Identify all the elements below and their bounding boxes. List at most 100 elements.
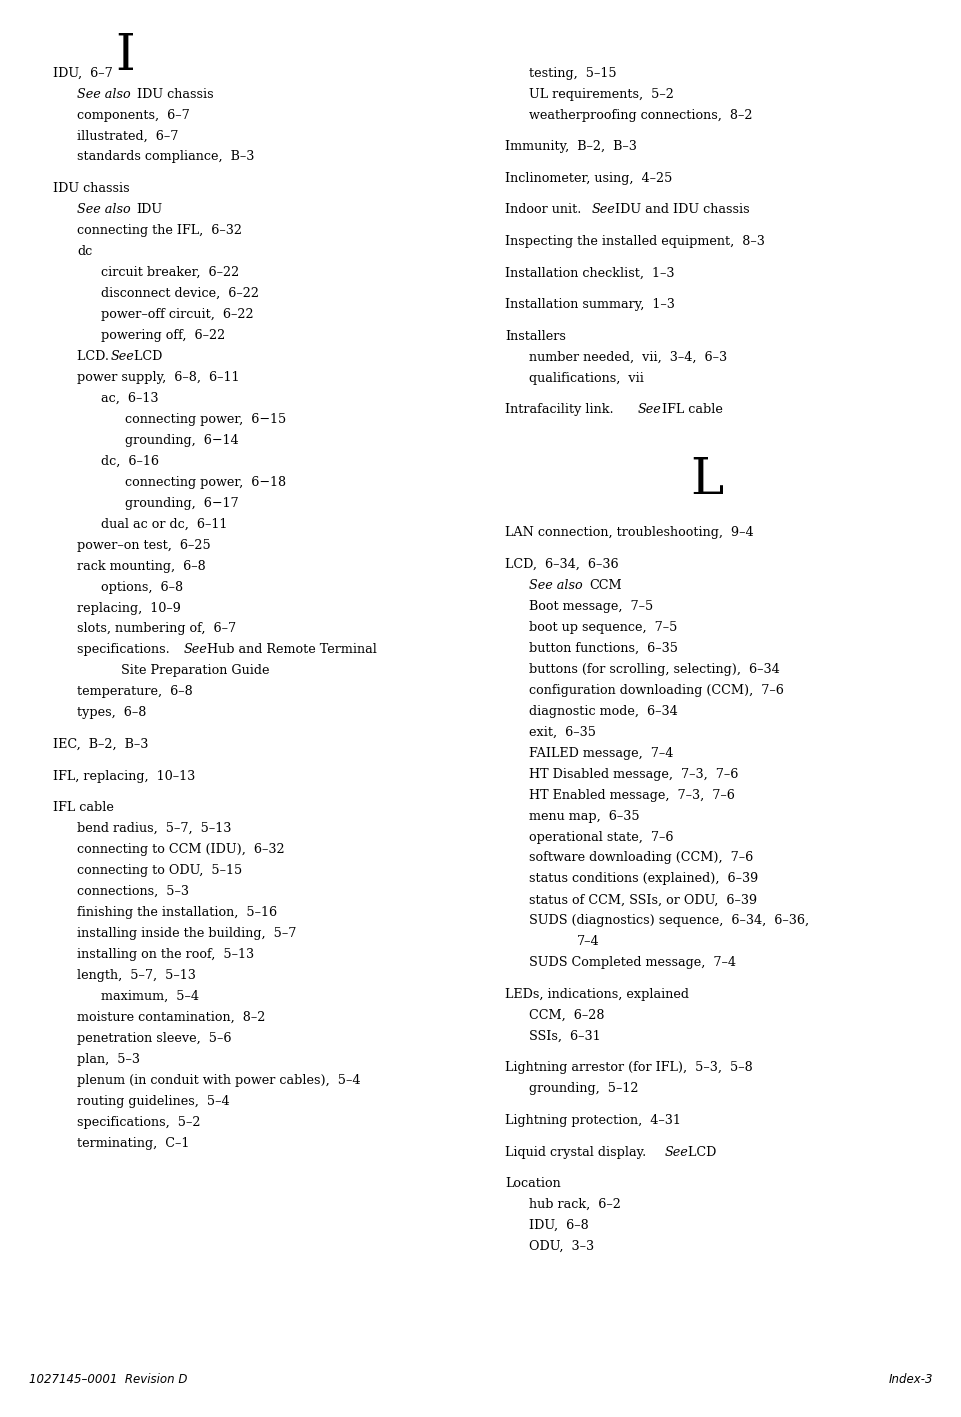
Text: boot up sequence,  7–5: boot up sequence, 7–5 — [529, 621, 677, 633]
Text: CCM: CCM — [588, 580, 621, 592]
Text: Lightning protection,  4–31: Lightning protection, 4–31 — [505, 1114, 680, 1127]
Text: testing,  5–15: testing, 5–15 — [529, 67, 616, 79]
Text: qualifications,  vii: qualifications, vii — [529, 371, 643, 384]
Text: Installers: Installers — [505, 330, 565, 343]
Text: UL requirements,  5–2: UL requirements, 5–2 — [529, 88, 674, 101]
Text: IFL cable: IFL cable — [657, 404, 722, 417]
Text: routing guidelines,  5–4: routing guidelines, 5–4 — [77, 1095, 230, 1108]
Text: illustrated,  6–7: illustrated, 6–7 — [77, 129, 178, 143]
Text: L: L — [690, 455, 723, 504]
Text: hub rack,  6–2: hub rack, 6–2 — [529, 1199, 621, 1212]
Text: installing inside the building,  5–7: installing inside the building, 5–7 — [77, 927, 296, 939]
Text: moisture contamination,  8–2: moisture contamination, 8–2 — [77, 1010, 265, 1024]
Text: operational state,  7–6: operational state, 7–6 — [529, 830, 673, 843]
Text: maximum,  5–4: maximum, 5–4 — [101, 990, 199, 1003]
Text: button functions,  6–35: button functions, 6–35 — [529, 642, 678, 655]
Text: Boot message,  7–5: Boot message, 7–5 — [529, 599, 653, 612]
Text: LCD.: LCD. — [77, 350, 112, 363]
Text: specifications.: specifications. — [77, 643, 174, 656]
Text: LCD: LCD — [683, 1146, 716, 1159]
Text: Installation summary,  1–3: Installation summary, 1–3 — [505, 298, 675, 312]
Text: connecting to ODU,  5–15: connecting to ODU, 5–15 — [77, 864, 242, 877]
Text: terminating,  C–1: terminating, C–1 — [77, 1136, 189, 1149]
Text: LAN connection, troubleshooting,  9–4: LAN connection, troubleshooting, 9–4 — [505, 526, 752, 540]
Text: number needed,  vii,  3–4,  6–3: number needed, vii, 3–4, 6–3 — [529, 351, 727, 364]
Text: Inclinometer, using,  4–25: Inclinometer, using, 4–25 — [505, 171, 672, 184]
Text: See also: See also — [77, 88, 135, 101]
Text: See: See — [184, 643, 207, 656]
Text: Intrafacility link.: Intrafacility link. — [505, 404, 617, 417]
Text: grounding,  6−14: grounding, 6−14 — [125, 434, 238, 446]
Text: FAILED message,  7–4: FAILED message, 7–4 — [529, 747, 673, 760]
Text: dc,  6–16: dc, 6–16 — [101, 455, 159, 468]
Text: dc: dc — [77, 245, 92, 258]
Text: CCM,  6–28: CCM, 6–28 — [529, 1009, 604, 1022]
Text: Immunity,  B–2,  B–3: Immunity, B–2, B–3 — [505, 140, 636, 153]
Text: SUDS (diagnostics) sequence,  6–34,  6–36,: SUDS (diagnostics) sequence, 6–34, 6–36, — [529, 914, 808, 927]
Text: IDU,  6–7: IDU, 6–7 — [53, 67, 112, 79]
Text: dual ac or dc,  6–11: dual ac or dc, 6–11 — [101, 517, 227, 530]
Text: connecting power,  6−15: connecting power, 6−15 — [125, 412, 286, 425]
Text: LEDs, indications, explained: LEDs, indications, explained — [505, 988, 688, 1000]
Text: See also: See also — [77, 203, 135, 215]
Text: 7–4: 7–4 — [577, 935, 600, 948]
Text: connecting to CCM (IDU),  6–32: connecting to CCM (IDU), 6–32 — [77, 843, 284, 856]
Text: temperature,  6–8: temperature, 6–8 — [77, 686, 192, 699]
Text: Location: Location — [505, 1178, 560, 1190]
Text: Hub and Remote Terminal: Hub and Remote Terminal — [203, 643, 377, 656]
Text: connections,  5–3: connections, 5–3 — [77, 886, 188, 898]
Text: IDU and IDU chassis: IDU and IDU chassis — [611, 204, 750, 217]
Text: specifications,  5–2: specifications, 5–2 — [77, 1115, 200, 1129]
Text: See: See — [637, 404, 661, 417]
Text: See: See — [664, 1146, 687, 1159]
Text: power–off circuit,  6–22: power–off circuit, 6–22 — [101, 307, 254, 320]
Text: See also: See also — [529, 580, 586, 592]
Text: Liquid crystal display.: Liquid crystal display. — [505, 1146, 650, 1159]
Text: LCD: LCD — [130, 350, 162, 363]
Text: power–on test,  6–25: power–on test, 6–25 — [77, 538, 210, 551]
Text: powering off,  6–22: powering off, 6–22 — [101, 329, 225, 341]
Text: IEC,  B–2,  B–3: IEC, B–2, B–3 — [53, 738, 148, 751]
Text: IFL, replacing,  10–13: IFL, replacing, 10–13 — [53, 769, 195, 782]
Text: power supply,  6–8,  6–11: power supply, 6–8, 6–11 — [77, 371, 239, 384]
Text: penetration sleeve,  5–6: penetration sleeve, 5–6 — [77, 1032, 232, 1044]
Text: status of CCM, SSIs, or ODU,  6–39: status of CCM, SSIs, or ODU, 6–39 — [529, 894, 756, 907]
Text: HT Disabled message,  7–3,  7–6: HT Disabled message, 7–3, 7–6 — [529, 768, 738, 781]
Text: 1027145–0001  Revision D: 1027145–0001 Revision D — [29, 1373, 187, 1386]
Text: LCD,  6–34,  6–36: LCD, 6–34, 6–36 — [505, 558, 618, 571]
Text: disconnect device,  6–22: disconnect device, 6–22 — [101, 288, 259, 300]
Text: IFL cable: IFL cable — [53, 801, 113, 815]
Text: See: See — [591, 204, 614, 217]
Text: IDU,  6–8: IDU, 6–8 — [529, 1219, 588, 1233]
Text: menu map,  6–35: menu map, 6–35 — [529, 809, 639, 822]
Text: types,  6–8: types, 6–8 — [77, 707, 146, 720]
Text: software downloading (CCM),  7–6: software downloading (CCM), 7–6 — [529, 852, 752, 864]
Text: exit,  6–35: exit, 6–35 — [529, 726, 596, 738]
Text: I: I — [115, 31, 135, 81]
Text: plan,  5–3: plan, 5–3 — [77, 1053, 139, 1066]
Text: HT Enabled message,  7–3,  7–6: HT Enabled message, 7–3, 7–6 — [529, 789, 734, 802]
Text: length,  5–7,  5–13: length, 5–7, 5–13 — [77, 969, 196, 982]
Text: Lightning arrestor (for IFL),  5–3,  5–8: Lightning arrestor (for IFL), 5–3, 5–8 — [505, 1061, 752, 1074]
Text: Indoor unit.: Indoor unit. — [505, 204, 585, 217]
Text: configuration downloading (CCM),  7–6: configuration downloading (CCM), 7–6 — [529, 684, 783, 697]
Text: Index-3: Index-3 — [888, 1373, 932, 1386]
Text: SUDS Completed message,  7–4: SUDS Completed message, 7–4 — [529, 956, 735, 969]
Text: plenum (in conduit with power cables),  5–4: plenum (in conduit with power cables), 5… — [77, 1074, 360, 1087]
Text: Installation checklist,  1–3: Installation checklist, 1–3 — [505, 266, 674, 279]
Text: finishing the installation,  5–16: finishing the installation, 5–16 — [77, 905, 277, 920]
Text: bend radius,  5–7,  5–13: bend radius, 5–7, 5–13 — [77, 822, 231, 835]
Text: connecting the IFL,  6–32: connecting the IFL, 6–32 — [77, 224, 242, 237]
Text: Site Preparation Guide: Site Preparation Guide — [101, 665, 269, 677]
Text: weatherproofing connections,  8–2: weatherproofing connections, 8–2 — [529, 109, 752, 122]
Text: slots, numbering of,  6–7: slots, numbering of, 6–7 — [77, 622, 235, 635]
Text: components,  6–7: components, 6–7 — [77, 109, 189, 122]
Text: options,  6–8: options, 6–8 — [101, 581, 183, 594]
Text: IDU chassis: IDU chassis — [136, 88, 213, 101]
Text: IDU: IDU — [136, 203, 162, 215]
Text: buttons (for scrolling, selecting),  6–34: buttons (for scrolling, selecting), 6–34 — [529, 663, 779, 676]
Text: ac,  6–13: ac, 6–13 — [101, 393, 159, 405]
Text: SSIs,  6–31: SSIs, 6–31 — [529, 1030, 600, 1043]
Text: IDU chassis: IDU chassis — [53, 183, 130, 196]
Text: Inspecting the installed equipment,  8–3: Inspecting the installed equipment, 8–3 — [505, 235, 764, 248]
